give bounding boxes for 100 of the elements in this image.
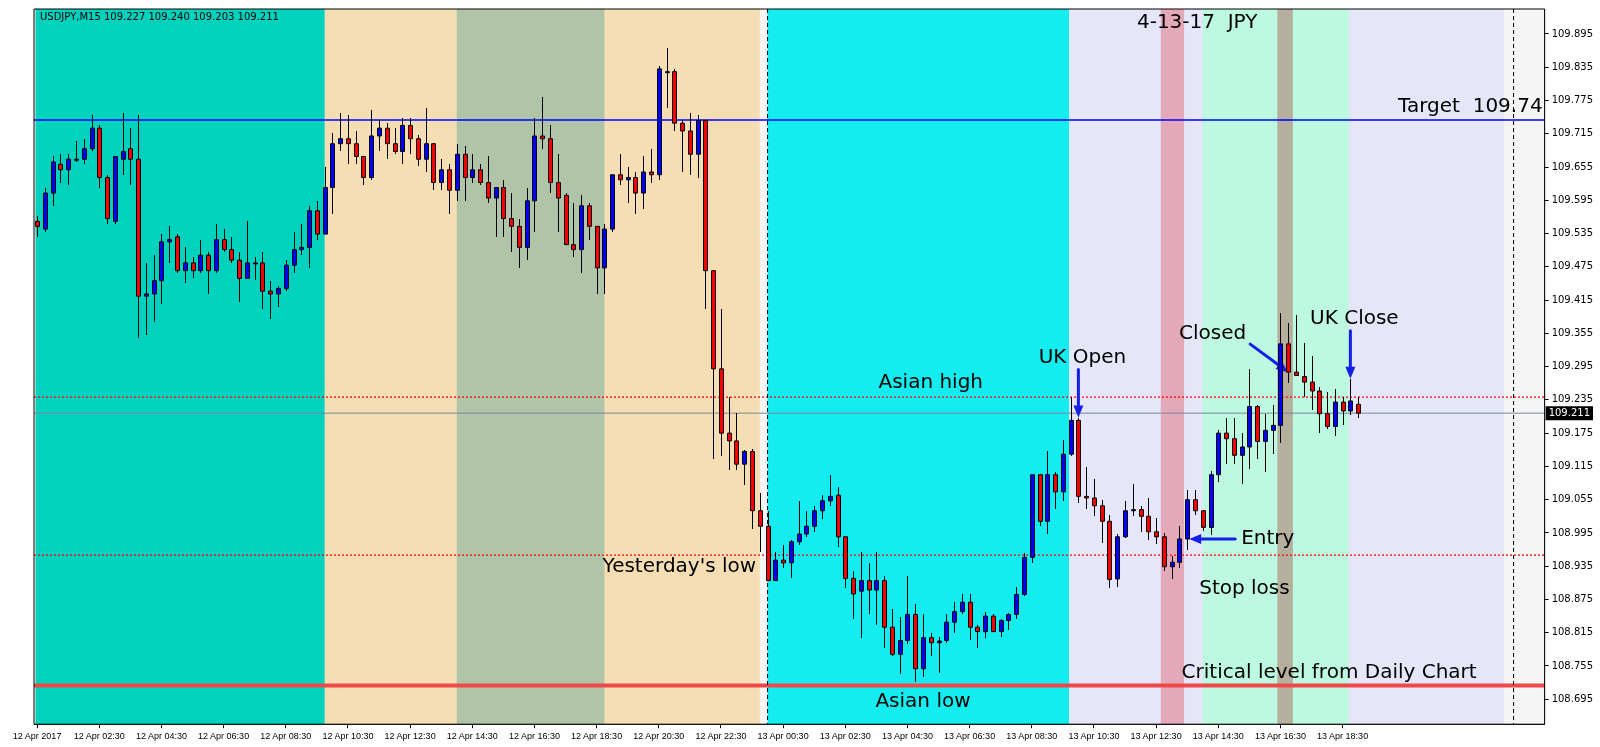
x-tick-label: 12 Apr 10:30 <box>322 731 374 742</box>
candlestick <box>393 127 398 155</box>
candlestick <box>1139 505 1144 533</box>
ref-line-label: 109.211 <box>1548 406 1591 418</box>
y-tick-label: 109.595 <box>1551 193 1594 205</box>
annotation: Stop loss <box>1199 575 1290 600</box>
candlestick <box>1286 322 1291 384</box>
candlestick <box>672 68 677 132</box>
candlestick <box>113 155 118 225</box>
y-tick-label: 109.175 <box>1551 426 1594 438</box>
candlestick <box>1100 499 1105 544</box>
annotation: Asian high <box>878 369 984 394</box>
candlestick <box>812 505 817 533</box>
candlestick <box>292 231 297 274</box>
y-tick-label: 109.895 <box>1551 27 1594 39</box>
x-tick-label: 12 Apr 18:30 <box>571 731 623 742</box>
y-tick-label: 108.935 <box>1551 559 1594 571</box>
x-tick-label: 13 Apr 14:30 <box>1192 731 1244 742</box>
x-tick-label: 13 Apr 04:30 <box>881 731 933 742</box>
annotation: UK Open <box>1038 343 1127 368</box>
candlestick <box>82 138 87 165</box>
y-tick-label: 108.695 <box>1551 692 1594 704</box>
candlestick <box>354 130 359 165</box>
y-tick-label: 109.775 <box>1551 94 1594 106</box>
x-tick-label: 12 Apr 2017 <box>12 731 62 742</box>
x-tick-label: 13 Apr 02:30 <box>819 731 871 742</box>
candlestick <box>307 205 312 269</box>
y-tick-label: 109.055 <box>1551 493 1594 505</box>
candlestick <box>633 171 638 215</box>
candlestick <box>416 134 421 167</box>
y-tick-label: 108.995 <box>1551 526 1594 538</box>
candlestick <box>688 112 693 176</box>
candlestick <box>734 412 739 471</box>
y-tick-label: 109.655 <box>1551 160 1594 172</box>
candlestick <box>610 174 615 233</box>
candlestick <box>1038 474 1043 527</box>
ref-line-label: Critical level from Daily Chart <box>1181 658 1477 683</box>
candlestick <box>144 262 149 336</box>
x-tick-label: 13 Apr 16:30 <box>1254 731 1306 742</box>
candlestick <box>494 186 499 238</box>
candlestick <box>898 616 903 675</box>
y-tick-label: 109.835 <box>1551 60 1594 72</box>
candlestick <box>874 551 879 626</box>
y-tick-label: 109.475 <box>1551 260 1594 272</box>
candlestick <box>1209 470 1214 536</box>
y-tick-label: 109.415 <box>1551 293 1594 305</box>
x-tick-label: 13 Apr 06:30 <box>944 731 996 742</box>
candlestick <box>128 127 133 186</box>
candlestick <box>229 236 234 264</box>
x-tick-label: 13 Apr 08:30 <box>1006 731 1058 742</box>
candlestick <box>1201 509 1206 532</box>
candlestick <box>245 220 250 279</box>
y-tick-label: 108.875 <box>1551 593 1594 605</box>
chart-subtitle: USDJPY,M15 109.227 109.240 109.203 109.211 <box>40 10 279 22</box>
candlestick <box>859 551 864 639</box>
y-tick-label: 109.355 <box>1551 326 1594 338</box>
annotation: Asian low <box>875 687 971 712</box>
candlestick <box>1278 312 1283 444</box>
candlestick <box>525 187 530 261</box>
x-tick-label: 12 Apr 14:30 <box>446 731 498 742</box>
candlestick <box>260 251 265 310</box>
x-tick-label: 12 Apr 02:30 <box>73 731 125 742</box>
candlestick <box>758 492 763 553</box>
y-tick-label: 109.715 <box>1551 127 1594 139</box>
y-tick-label: 109.295 <box>1551 360 1594 372</box>
candlestick <box>315 200 320 241</box>
candlestick <box>952 601 957 634</box>
x-tick-label: 13 Apr 18:30 <box>1317 731 1369 742</box>
x-tick-label: 12 Apr 20:30 <box>633 731 685 742</box>
y-tick-label: 109.235 <box>1551 393 1594 405</box>
candlestick <box>882 575 887 649</box>
x-tick-label: 13 Apr 10:30 <box>1068 731 1120 742</box>
candlestick <box>867 562 872 615</box>
y-tick-label: 109.535 <box>1551 227 1594 239</box>
candlestick <box>323 166 328 235</box>
ref-line-label: Target 109.74 <box>1397 93 1543 118</box>
candlestick <box>1232 417 1237 465</box>
x-tick-label: 12 Apr 12:30 <box>384 731 436 742</box>
annotation: UK Close <box>1310 305 1399 329</box>
x-tick-label: 12 Apr 16:30 <box>508 731 560 742</box>
y-tick-label: 108.755 <box>1551 659 1594 671</box>
y-tick-label: 108.815 <box>1551 626 1594 638</box>
candlestick <box>1045 450 1050 535</box>
candlestick <box>556 153 561 233</box>
candlestick <box>509 192 514 253</box>
ref-line-label: Yesterday's low <box>601 553 757 578</box>
x-tick-label: 13 Apr 12:30 <box>1130 731 1182 742</box>
y-tick-label: 109.115 <box>1551 459 1594 471</box>
candlestick <box>486 155 491 204</box>
candlestick <box>1030 474 1035 564</box>
chart-title: 4-13-17 JPY <box>1136 9 1259 34</box>
candlestick <box>447 163 452 215</box>
x-tick-label: 13 Apr 00:30 <box>757 731 809 742</box>
candlestick <box>587 202 592 241</box>
annotation: Closed <box>1179 320 1247 345</box>
candlestick <box>1255 404 1260 460</box>
candlestick <box>330 132 335 215</box>
x-tick-label: 12 Apr 22:30 <box>695 731 747 742</box>
annotation: Entry <box>1241 525 1295 550</box>
x-tick-label: 12 Apr 06:30 <box>198 731 250 742</box>
